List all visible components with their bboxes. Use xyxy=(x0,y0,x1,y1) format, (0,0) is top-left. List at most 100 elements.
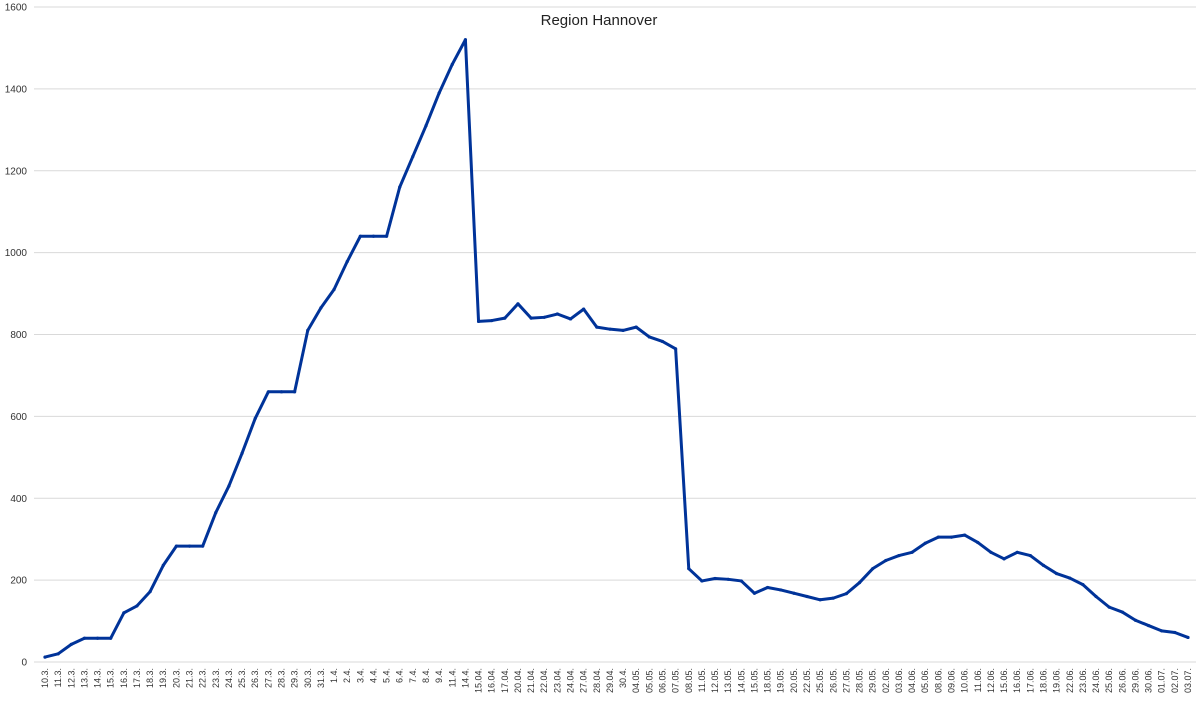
data-point xyxy=(674,347,678,351)
data-point xyxy=(1068,576,1072,580)
data-point xyxy=(976,540,980,545)
data-point xyxy=(923,541,927,545)
data-point xyxy=(871,567,875,571)
y-tick-label: 1000 xyxy=(5,248,28,259)
x-tick-label: 25.06. xyxy=(1104,668,1114,693)
x-tick-label: 28.3. xyxy=(276,668,286,688)
x-tick-label: 5.4. xyxy=(382,668,392,683)
data-point xyxy=(503,316,507,320)
series-line xyxy=(43,38,1190,659)
x-tick-label: 19.06. xyxy=(1052,668,1062,693)
x-tick-label: 03.06. xyxy=(894,668,904,693)
data-points xyxy=(43,38,1190,659)
x-tick-label: 17.3. xyxy=(132,668,142,688)
data-point xyxy=(174,544,178,548)
x-tick-label: 01.07. xyxy=(1157,668,1167,693)
x-tick-label: 16.04. xyxy=(487,668,497,693)
data-point xyxy=(1160,629,1164,633)
x-tick-label: 1.4. xyxy=(329,668,339,683)
x-tick-label: 06.05. xyxy=(657,668,667,693)
data-point xyxy=(910,550,914,554)
x-tick-label: 16.3. xyxy=(119,668,129,688)
data-point xyxy=(476,319,481,323)
x-tick-label: 18.06. xyxy=(1038,668,1048,693)
x-tick-label: 14.05. xyxy=(736,668,746,693)
x-tick-label: 3.4. xyxy=(355,668,365,683)
chart-title: Region Hannover xyxy=(541,12,658,29)
x-tick-label: 21.3. xyxy=(185,668,195,688)
data-point xyxy=(1173,630,1177,635)
x-tick-label: 11.4. xyxy=(447,668,457,687)
x-tick-label: 11.05. xyxy=(697,668,707,692)
x-tick-label: 13.3. xyxy=(79,668,89,688)
x-tick-label: 27.04. xyxy=(579,668,589,693)
data-point xyxy=(56,652,60,656)
x-tick-label: 12.05. xyxy=(710,668,720,693)
data-point xyxy=(608,327,612,331)
data-point xyxy=(844,592,849,596)
x-tick-label: 23.3. xyxy=(211,668,221,688)
data-point xyxy=(831,596,835,600)
x-tick-label: 26.05. xyxy=(828,668,838,693)
data-point xyxy=(660,339,665,344)
data-point xyxy=(595,325,599,329)
data-point xyxy=(1107,605,1111,609)
data-point xyxy=(69,642,73,646)
data-point xyxy=(989,550,993,554)
data-point xyxy=(1120,610,1124,614)
x-tick-label: 04.06. xyxy=(907,668,917,693)
data-point xyxy=(411,154,415,159)
x-tick-label: 18.3. xyxy=(145,668,155,688)
data-point xyxy=(1094,594,1098,599)
x-tick-label: 15.3. xyxy=(106,668,116,688)
x-tick-label: 8.4. xyxy=(421,668,431,683)
x-tick-label: 19.05. xyxy=(776,668,786,693)
x-tick-label: 25.05. xyxy=(815,668,825,693)
x-tick-label: 26.3. xyxy=(250,668,260,688)
data-point xyxy=(1002,557,1006,561)
data-point xyxy=(398,185,402,189)
x-tick-label: 23.06. xyxy=(1078,668,1088,693)
x-tick-label: 22.3. xyxy=(198,668,208,688)
x-tick-label: 25.3. xyxy=(237,668,247,688)
x-tick-label: 28.04. xyxy=(592,668,602,693)
x-tick-label: 2.4. xyxy=(342,668,352,683)
x-tick-label: 13.05. xyxy=(723,668,733,693)
x-tick-label: 21.04. xyxy=(526,668,536,693)
data-point xyxy=(739,579,743,583)
data-point xyxy=(897,553,901,558)
data-point xyxy=(884,558,888,563)
data-point xyxy=(936,535,940,539)
x-axis-ticks: 10.3. 11.3. 12.3. 13.3. 14.3. 15.3. 16.3. 17.3.… xyxy=(40,668,1193,693)
data-point xyxy=(582,307,586,311)
x-tick-label: 14.4. xyxy=(460,668,470,688)
x-tick-label: 22.05. xyxy=(802,668,812,693)
x-tick-label: 17.04. xyxy=(500,668,510,693)
data-point xyxy=(805,594,809,599)
x-tick-label: 07.05. xyxy=(671,668,681,693)
x-tick-label: 11.06. xyxy=(973,668,983,692)
x-tick-label: 05.05. xyxy=(644,668,654,693)
data-point xyxy=(1041,563,1046,567)
x-tick-label: 02.06. xyxy=(881,668,891,693)
x-tick-label: 09.06. xyxy=(947,668,957,693)
data-point xyxy=(345,260,349,264)
x-tick-label: 12.3. xyxy=(66,668,76,688)
data-point xyxy=(279,390,284,394)
data-point xyxy=(713,576,717,581)
x-tick-label: 05.06. xyxy=(920,668,930,693)
x-tick-label: 15.06. xyxy=(999,668,1009,693)
x-tick-label: 20.05. xyxy=(789,668,799,693)
x-tick-label: 27.3. xyxy=(263,668,273,688)
data-point xyxy=(700,579,704,583)
x-tick-label: 15.05. xyxy=(749,668,759,693)
x-tick-label: 7.4. xyxy=(408,668,418,683)
data-point xyxy=(371,234,376,238)
data-point xyxy=(384,234,389,238)
x-tick-label: 08.05. xyxy=(684,668,694,693)
data-point xyxy=(266,390,270,394)
data-point xyxy=(187,544,192,548)
data-point xyxy=(621,328,625,333)
data-point xyxy=(43,655,47,659)
data-point xyxy=(726,577,730,581)
